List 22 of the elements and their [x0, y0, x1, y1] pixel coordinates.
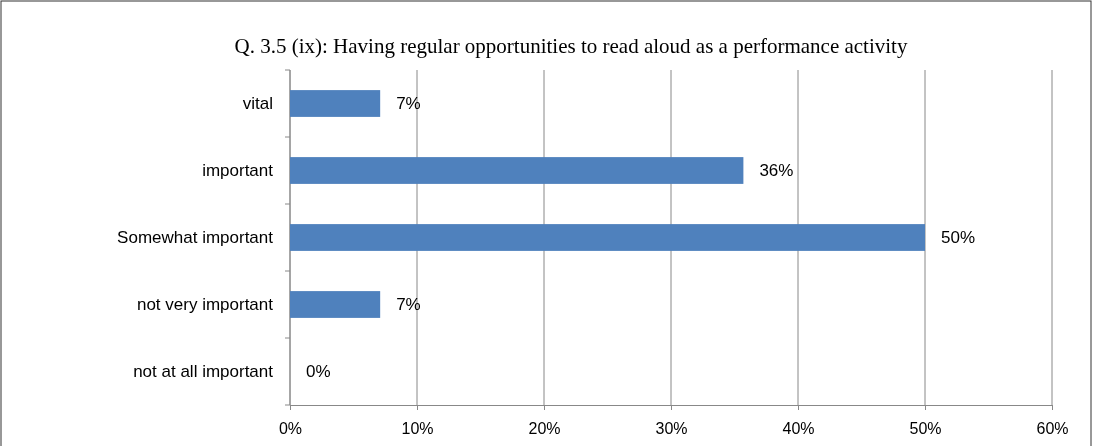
data-label: 50% — [941, 228, 976, 248]
x-tick-label: 0% — [278, 419, 303, 437]
x-tick-label: 30% — [655, 419, 688, 437]
data-label: 7% — [396, 295, 421, 315]
x-tick-label: 50% — [909, 419, 942, 437]
y-tick-label: not very important — [136, 295, 274, 315]
chart-title: Q. 3.5 (ix): Having regular opportunities to read aloud as a performance activity — [234, 34, 908, 58]
bar — [290, 157, 744, 184]
y-tick-label: important — [202, 161, 274, 181]
x-tick-label: 10% — [401, 419, 434, 437]
x-tick-label: 20% — [528, 419, 561, 437]
x-tick-label: 40% — [782, 419, 815, 437]
y-tick-label: vital — [242, 94, 273, 114]
y-tick-label: Somewhat important — [117, 228, 274, 248]
bar — [290, 224, 925, 251]
data-label: 7% — [396, 94, 421, 114]
x-tick-label: 60% — [1036, 419, 1069, 437]
bar — [290, 291, 381, 318]
y-tick-label: not at all important — [133, 362, 274, 382]
data-label: 0% — [306, 362, 331, 382]
data-label: 36% — [759, 161, 794, 181]
bar — [290, 90, 381, 117]
